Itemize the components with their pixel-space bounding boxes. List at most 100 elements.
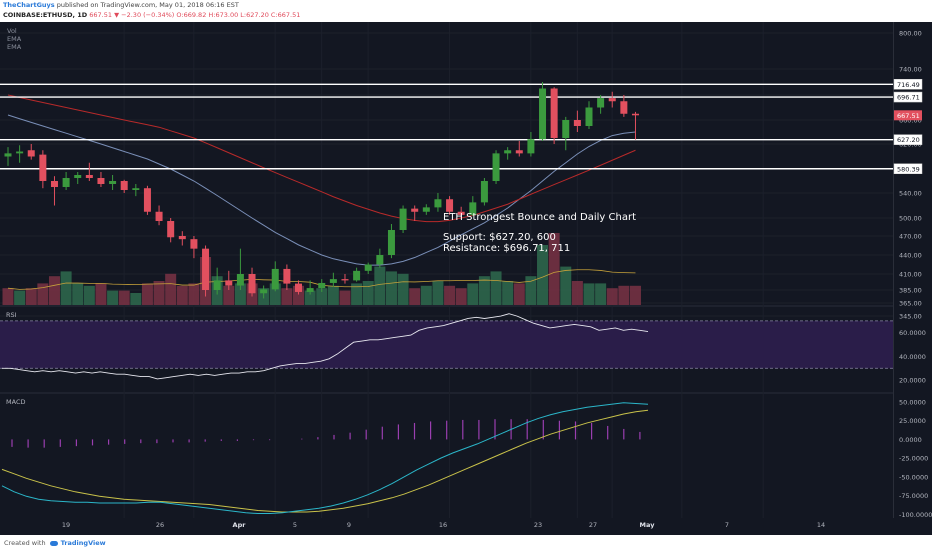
price-tick-label: 660.00 <box>899 117 922 125</box>
candle-body <box>457 211 465 215</box>
rsi-band <box>0 320 893 369</box>
chart-canvas[interactable]: 800.00740.00700.00660.00620.00580.00540.… <box>0 22 932 535</box>
publish-line: TheChartGuys published on TradingView.co… <box>3 1 239 10</box>
price-axis[interactable]: 800.00740.00700.00660.00620.00580.00540.… <box>893 30 923 321</box>
volume-bar <box>153 281 165 305</box>
candle-body <box>597 98 605 108</box>
volume-bar <box>537 245 549 305</box>
candle-body <box>27 150 35 157</box>
last-price: 667.51 <box>89 11 113 19</box>
volume-bar <box>293 285 304 305</box>
candle-body <box>202 248 210 290</box>
volume-bar <box>444 285 456 305</box>
volume-bar <box>72 283 84 305</box>
candle-body <box>446 199 454 212</box>
time-tick-label: 23 <box>534 521 542 529</box>
volume-bar <box>281 288 293 305</box>
macd-pane: MACD 50.0000 25.0000 0.0000 -25.0000 -50.0000… <box>1 398 932 519</box>
candle-body <box>190 239 198 249</box>
candle-body <box>387 230 395 255</box>
macd-tick-label: 0.0000 <box>899 436 922 444</box>
volume-bar <box>629 285 641 305</box>
candle-body <box>608 98 616 102</box>
volume-bar <box>571 281 583 305</box>
candle-body <box>39 154 47 181</box>
footer-bar: Created with TradingView <box>0 535 932 550</box>
candle-body <box>422 207 430 212</box>
volume-bar <box>362 281 374 305</box>
candle-body <box>283 268 291 284</box>
chart-background <box>0 22 932 535</box>
candle-body <box>260 289 268 294</box>
candle-body <box>550 88 558 138</box>
candle-body <box>295 283 302 292</box>
candle-body <box>236 274 244 286</box>
header-bar: TheChartGuys published on TradingView.co… <box>0 0 932 22</box>
ohlc-values: O:669.82 H:673.00 L:627.20 C:667.51 <box>176 11 301 19</box>
volume-bar <box>130 293 142 305</box>
volume-bar <box>107 290 119 305</box>
volume-bar <box>188 283 200 305</box>
volume-bar <box>490 271 502 305</box>
candle-body <box>620 101 628 114</box>
candle-body <box>631 113 639 116</box>
time-axis[interactable]: 19 26 Apr 5 9 16 23 27 May 7 14 <box>62 521 825 529</box>
candle-body <box>62 178 70 187</box>
candle-body <box>109 181 117 184</box>
footer-brand[interactable]: TradingView <box>60 539 106 547</box>
level-price-label: 627.20 <box>897 136 920 144</box>
level-price-label: 580.39 <box>897 165 920 173</box>
candle-body <box>213 280 221 290</box>
ema-fast-line <box>7 114 636 266</box>
volume-bar <box>83 285 95 305</box>
volume-bar <box>478 276 490 305</box>
volume-bar <box>118 290 130 305</box>
rsi-line <box>2 313 649 380</box>
time-tick-label: 27 <box>589 521 597 529</box>
candle-body <box>562 120 570 138</box>
candles <box>4 82 639 299</box>
volume-bar <box>397 273 409 305</box>
rsi-tick-label: 20.0000 <box>899 377 926 385</box>
volume-bar <box>60 271 72 305</box>
candle-body <box>573 120 581 126</box>
macd-signal-line <box>1 409 649 513</box>
volume-bar <box>176 285 188 305</box>
footer-created-with: Created with <box>4 539 46 547</box>
volume-bar <box>385 271 397 305</box>
price-tick-label: 740.00 <box>899 66 922 74</box>
price-change: ▼ −2.30 (−0.34%) <box>114 11 175 19</box>
candle-body <box>376 255 384 265</box>
time-tick-label: 5 <box>293 521 297 529</box>
candle-body <box>225 280 233 286</box>
support-resistance-lines <box>0 83 893 170</box>
volume-bar <box>374 266 386 305</box>
indicator-label-ema-1: EMA <box>7 35 22 43</box>
annotation-support: Support: $627.20, 600 <box>443 232 556 243</box>
candle-body <box>399 208 407 230</box>
last-price-tag <box>894 110 922 121</box>
candle-body <box>4 153 12 157</box>
volume-bar <box>606 288 618 305</box>
macd-tick-label: 25.0000 <box>899 417 926 425</box>
volume-bar <box>560 266 572 305</box>
level-price-label: 716.49 <box>897 81 920 89</box>
author-link[interactable]: TheChartGuys <box>3 1 55 9</box>
price-tick-label: 385.00 <box>899 287 922 295</box>
candle-body <box>85 175 93 178</box>
volume-bar <box>420 285 432 305</box>
candle-body <box>143 188 151 212</box>
candle-body <box>318 282 326 289</box>
time-tick-label: 7 <box>725 521 729 529</box>
volume-bar <box>141 283 153 305</box>
candle-body <box>492 153 500 181</box>
candle-body <box>539 88 547 140</box>
volume-bar <box>502 281 514 305</box>
time-tick-label: May <box>640 521 656 529</box>
volume-bar <box>467 283 479 305</box>
indicator-label-ema-2: EMA <box>7 43 22 51</box>
annotation-resistance: Resistance: $696.71, 711 <box>443 243 570 254</box>
level-price-tag <box>893 163 923 175</box>
tradingview-logo-icon <box>49 540 58 546</box>
candle-body <box>585 107 593 126</box>
